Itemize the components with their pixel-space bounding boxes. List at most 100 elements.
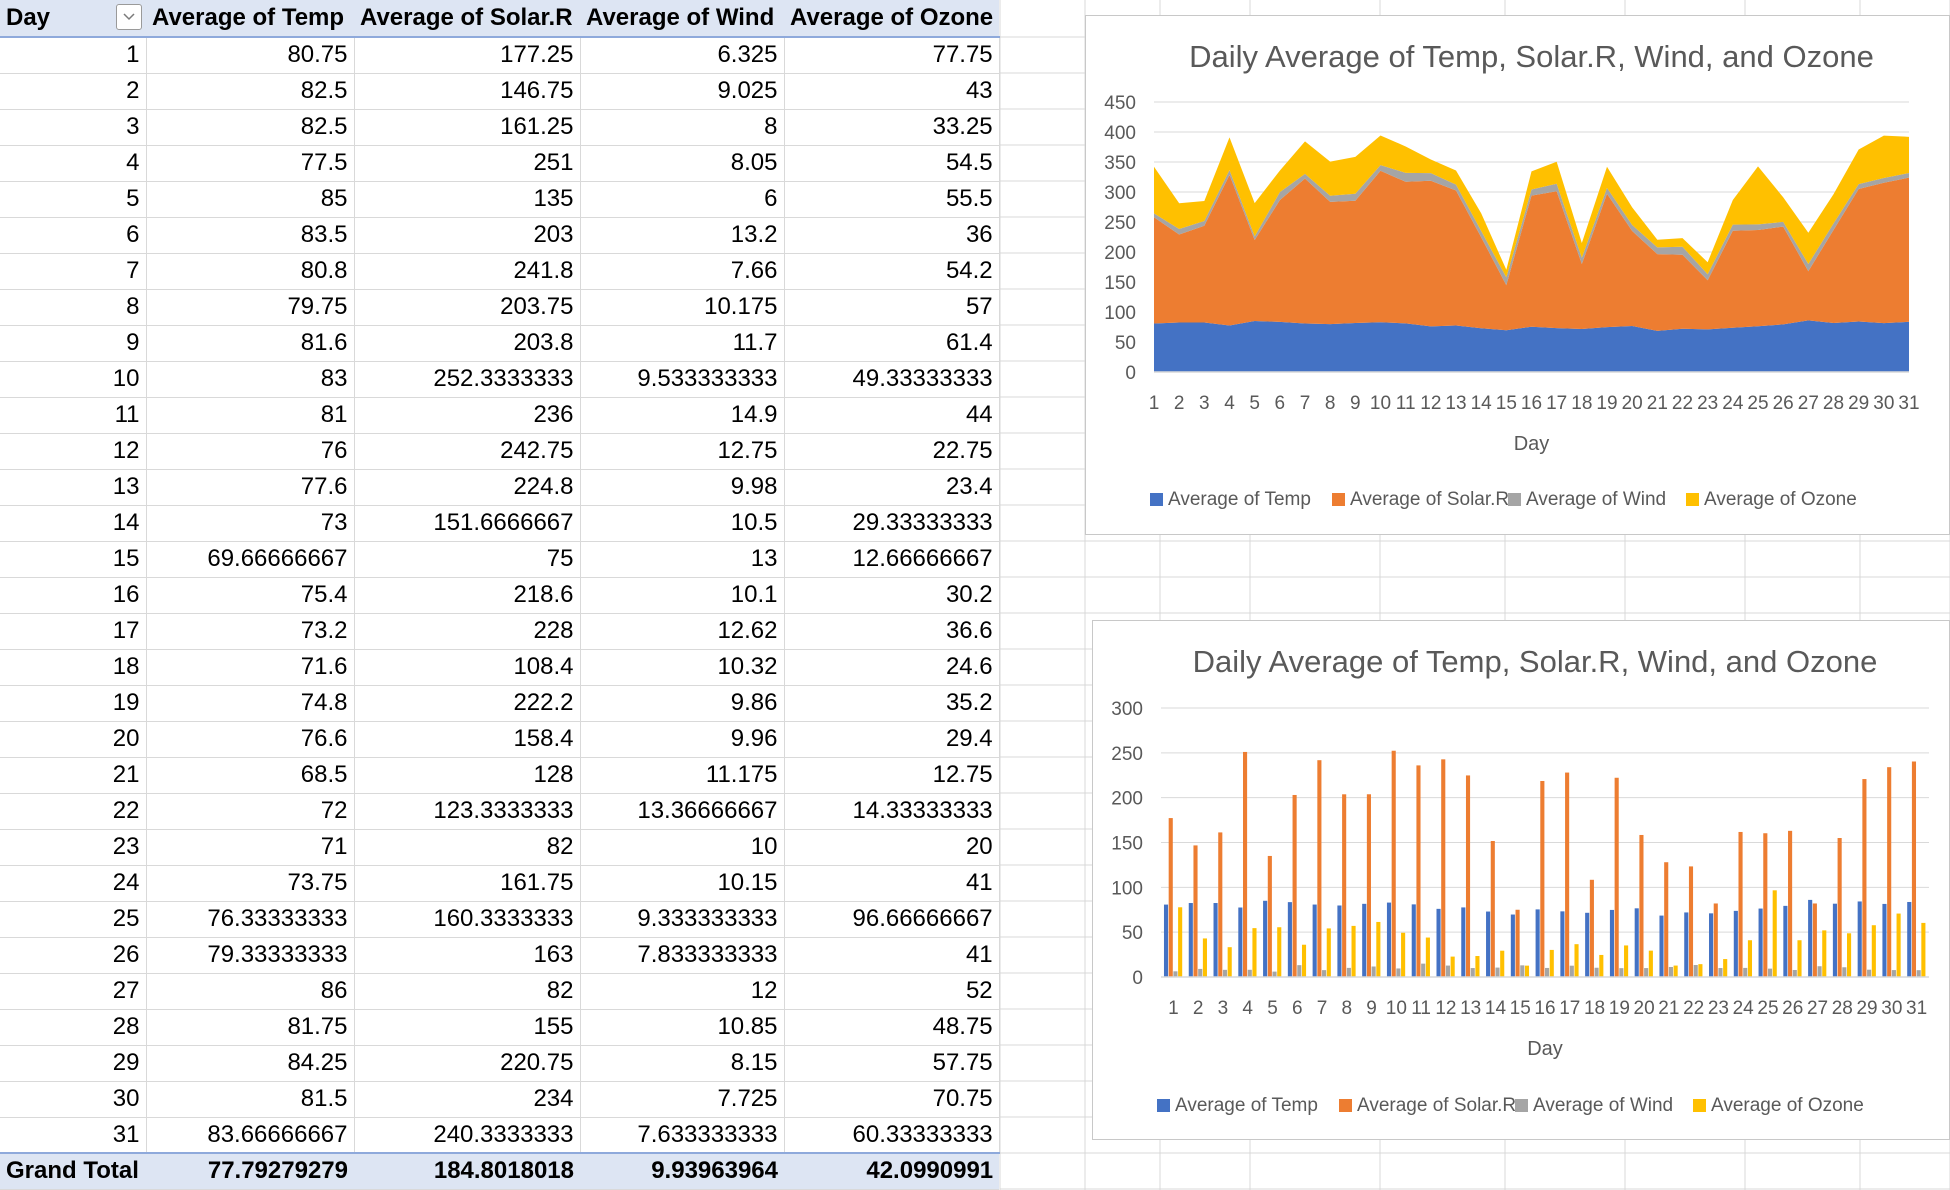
bar[interactable] — [1317, 760, 1322, 977]
cell-day[interactable]: 13 — [0, 469, 147, 506]
bar[interactable] — [1396, 968, 1401, 977]
bar[interactable] — [1668, 966, 1673, 977]
header-day[interactable]: Day — [0, 0, 146, 38]
cell-avg-temp[interactable]: 81.6 — [146, 325, 355, 362]
cell-avg-ozone[interactable]: 12.66666667 — [784, 541, 1000, 578]
cell-avg-ozone[interactable]: 20 — [784, 829, 1000, 866]
cell-day[interactable]: 11 — [0, 397, 147, 434]
cell-avg-wind[interactable]: 9.98 — [580, 469, 785, 506]
cell-avg-ozone[interactable]: 14.33333333 — [784, 793, 1000, 830]
cell-avg-wind[interactable]: 10.85 — [580, 1009, 785, 1046]
cell-avg-temp[interactable]: 77.6 — [146, 469, 355, 506]
bar[interactable] — [1366, 794, 1371, 977]
cell-avg-solar[interactable]: 220.75 — [354, 1045, 581, 1082]
cell-avg-wind[interactable]: 14.9 — [580, 397, 785, 434]
bar[interactable] — [1738, 831, 1743, 977]
bar[interactable] — [1907, 901, 1912, 977]
bar[interactable] — [1693, 965, 1698, 977]
cell-avg-ozone[interactable]: 33.25 — [784, 109, 1000, 146]
legend-item[interactable]: Average of Solar.R — [1332, 489, 1509, 510]
bar[interactable] — [1515, 909, 1520, 977]
cell-avg-solar[interactable]: 146.75 — [354, 73, 581, 110]
bar[interactable] — [1763, 833, 1768, 977]
bar[interactable] — [1391, 750, 1396, 977]
cell-avg-temp[interactable]: 77.5 — [146, 145, 355, 182]
cell-day[interactable]: 14 — [0, 505, 147, 542]
bar[interactable] — [1218, 832, 1223, 977]
cell-avg-ozone[interactable]: 54.5 — [784, 145, 1000, 182]
legend-item[interactable]: Average of Wind — [1515, 1095, 1673, 1116]
bar[interactable] — [1549, 949, 1554, 977]
cell-avg-wind[interactable]: 11.7 — [580, 325, 785, 362]
cell-avg-solar[interactable]: 252.3333333 — [354, 361, 581, 398]
cell-avg-solar[interactable]: 203.8 — [354, 325, 581, 362]
cell-avg-temp[interactable]: 81.75 — [146, 1009, 355, 1046]
bar[interactable] — [1376, 921, 1381, 977]
bar[interactable] — [1747, 940, 1753, 977]
bar[interactable] — [1574, 944, 1579, 977]
area-series[interactable] — [1154, 135, 1909, 278]
bar[interactable] — [1718, 968, 1723, 977]
bar[interactable] — [1664, 862, 1669, 977]
cell-day[interactable]: 6 — [0, 217, 147, 254]
bar[interactable] — [1351, 925, 1356, 977]
bar[interactable] — [1743, 967, 1748, 977]
cell-avg-wind[interactable]: 13.2 — [580, 217, 785, 254]
bar[interactable] — [1808, 899, 1813, 977]
bar[interactable] — [1733, 910, 1738, 977]
bar[interactable] — [1767, 968, 1773, 977]
cell-avg-ozone[interactable]: 43 — [784, 73, 1000, 110]
cell-avg-ozone[interactable]: 96.66666667 — [784, 901, 1000, 938]
cell-avg-solar[interactable]: 240.3333333 — [354, 1117, 581, 1154]
bar[interactable] — [1287, 902, 1292, 977]
bar[interactable] — [1461, 907, 1466, 977]
cell-avg-ozone[interactable]: 70.75 — [784, 1081, 1000, 1118]
cell-avg-wind[interactable]: 10.5 — [580, 505, 785, 542]
cell-avg-ozone[interactable]: 35.2 — [784, 685, 1000, 722]
bar[interactable] — [1252, 928, 1257, 977]
bar[interactable] — [1599, 954, 1604, 977]
bar[interactable] — [1896, 913, 1901, 977]
bar[interactable] — [1470, 968, 1475, 977]
bar[interactable] — [1277, 927, 1282, 977]
cell-avg-wind[interactable]: 9.025 — [580, 73, 785, 110]
cell-avg-temp[interactable]: 83.66666667 — [146, 1117, 355, 1154]
cell-avg-wind[interactable]: 10.1 — [580, 577, 785, 614]
cell-avg-temp[interactable]: 68.5 — [146, 757, 355, 794]
bar[interactable] — [1812, 903, 1817, 977]
bar[interactable] — [1837, 838, 1842, 977]
bar[interactable] — [1639, 834, 1644, 977]
bar[interactable] — [1614, 777, 1619, 977]
bar[interactable] — [1882, 903, 1887, 977]
cell-avg-temp[interactable]: 79.33333333 — [146, 937, 355, 974]
cell-avg-temp[interactable]: 73.75 — [146, 865, 355, 902]
cell-avg-ozone[interactable]: 60.33333333 — [784, 1117, 1000, 1154]
bar[interactable] — [1386, 902, 1392, 977]
bar[interactable] — [1362, 903, 1367, 977]
grand-total-ozone[interactable]: 42.0990991 — [784, 1152, 1000, 1190]
bar[interactable] — [1594, 967, 1599, 977]
cell-avg-solar[interactable]: 135 — [354, 181, 581, 218]
cell-avg-temp[interactable]: 76.6 — [146, 721, 355, 758]
cell-avg-solar[interactable]: 163 — [354, 937, 581, 974]
cell-avg-wind[interactable]: 11.175 — [580, 757, 785, 794]
bar[interactable] — [1450, 956, 1455, 977]
bar[interactable] — [1202, 938, 1207, 977]
bar[interactable] — [1569, 965, 1574, 977]
cell-avg-ozone[interactable]: 61.4 — [784, 325, 1000, 362]
bar[interactable] — [1783, 905, 1788, 977]
bar[interactable] — [1673, 965, 1678, 977]
cell-avg-temp[interactable]: 75.4 — [146, 577, 355, 614]
cell-avg-wind[interactable]: 6.325 — [580, 37, 785, 74]
cell-day[interactable]: 15 — [0, 541, 147, 578]
bar[interactable] — [1346, 967, 1351, 977]
bar[interactable] — [1173, 971, 1178, 977]
cell-avg-wind[interactable]: 7.633333333 — [580, 1117, 785, 1154]
cell-day[interactable]: 18 — [0, 649, 147, 686]
cell-avg-solar[interactable]: 82 — [354, 829, 581, 866]
cell-day[interactable]: 21 — [0, 757, 147, 794]
cell-avg-solar[interactable]: 228 — [354, 613, 581, 650]
bar[interactable] — [1267, 855, 1272, 977]
bar[interactable] — [1238, 907, 1243, 977]
bar[interactable] — [1857, 901, 1862, 977]
